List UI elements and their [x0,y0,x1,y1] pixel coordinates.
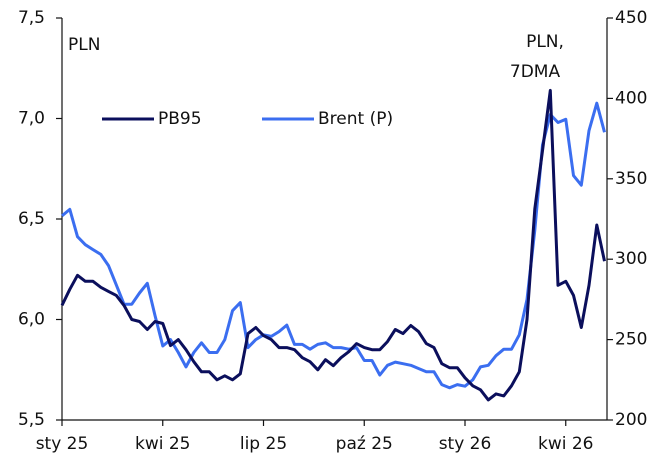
y-tick-label: 7,0 [18,109,45,129]
y2-tick-label: 400 [615,88,647,108]
unit-left: PLN [68,35,100,55]
x-tick-label: paź 25 [336,434,393,454]
y2-tick-label: 200 [615,410,647,430]
unit-right: 7DMA [510,62,561,82]
y2-tick-label: 250 [615,330,647,350]
y2-tick-label: 450 [615,8,647,28]
series-line [61,101,606,390]
y-tick-label: 7,5 [18,8,45,28]
y-tick-label: 5,5 [18,410,45,430]
legend-label: PB95 [158,109,202,129]
x-tick-label: sty 25 [36,434,89,454]
x-tick-label: lip 25 [240,434,287,454]
series-line [60,88,606,402]
y2-tick-label: 300 [615,249,647,269]
x-tick-label: sty 26 [439,434,492,454]
y-tick-label: 6,5 [18,209,45,229]
legend-label: Brent (P) [318,109,393,129]
y2-tick-label: 350 [615,169,647,189]
x-tick-label: kwi 25 [135,434,191,454]
y-tick-label: 6,0 [18,310,45,330]
x-tick-label: kwi 26 [538,434,594,454]
unit-right: PLN, [526,32,564,52]
